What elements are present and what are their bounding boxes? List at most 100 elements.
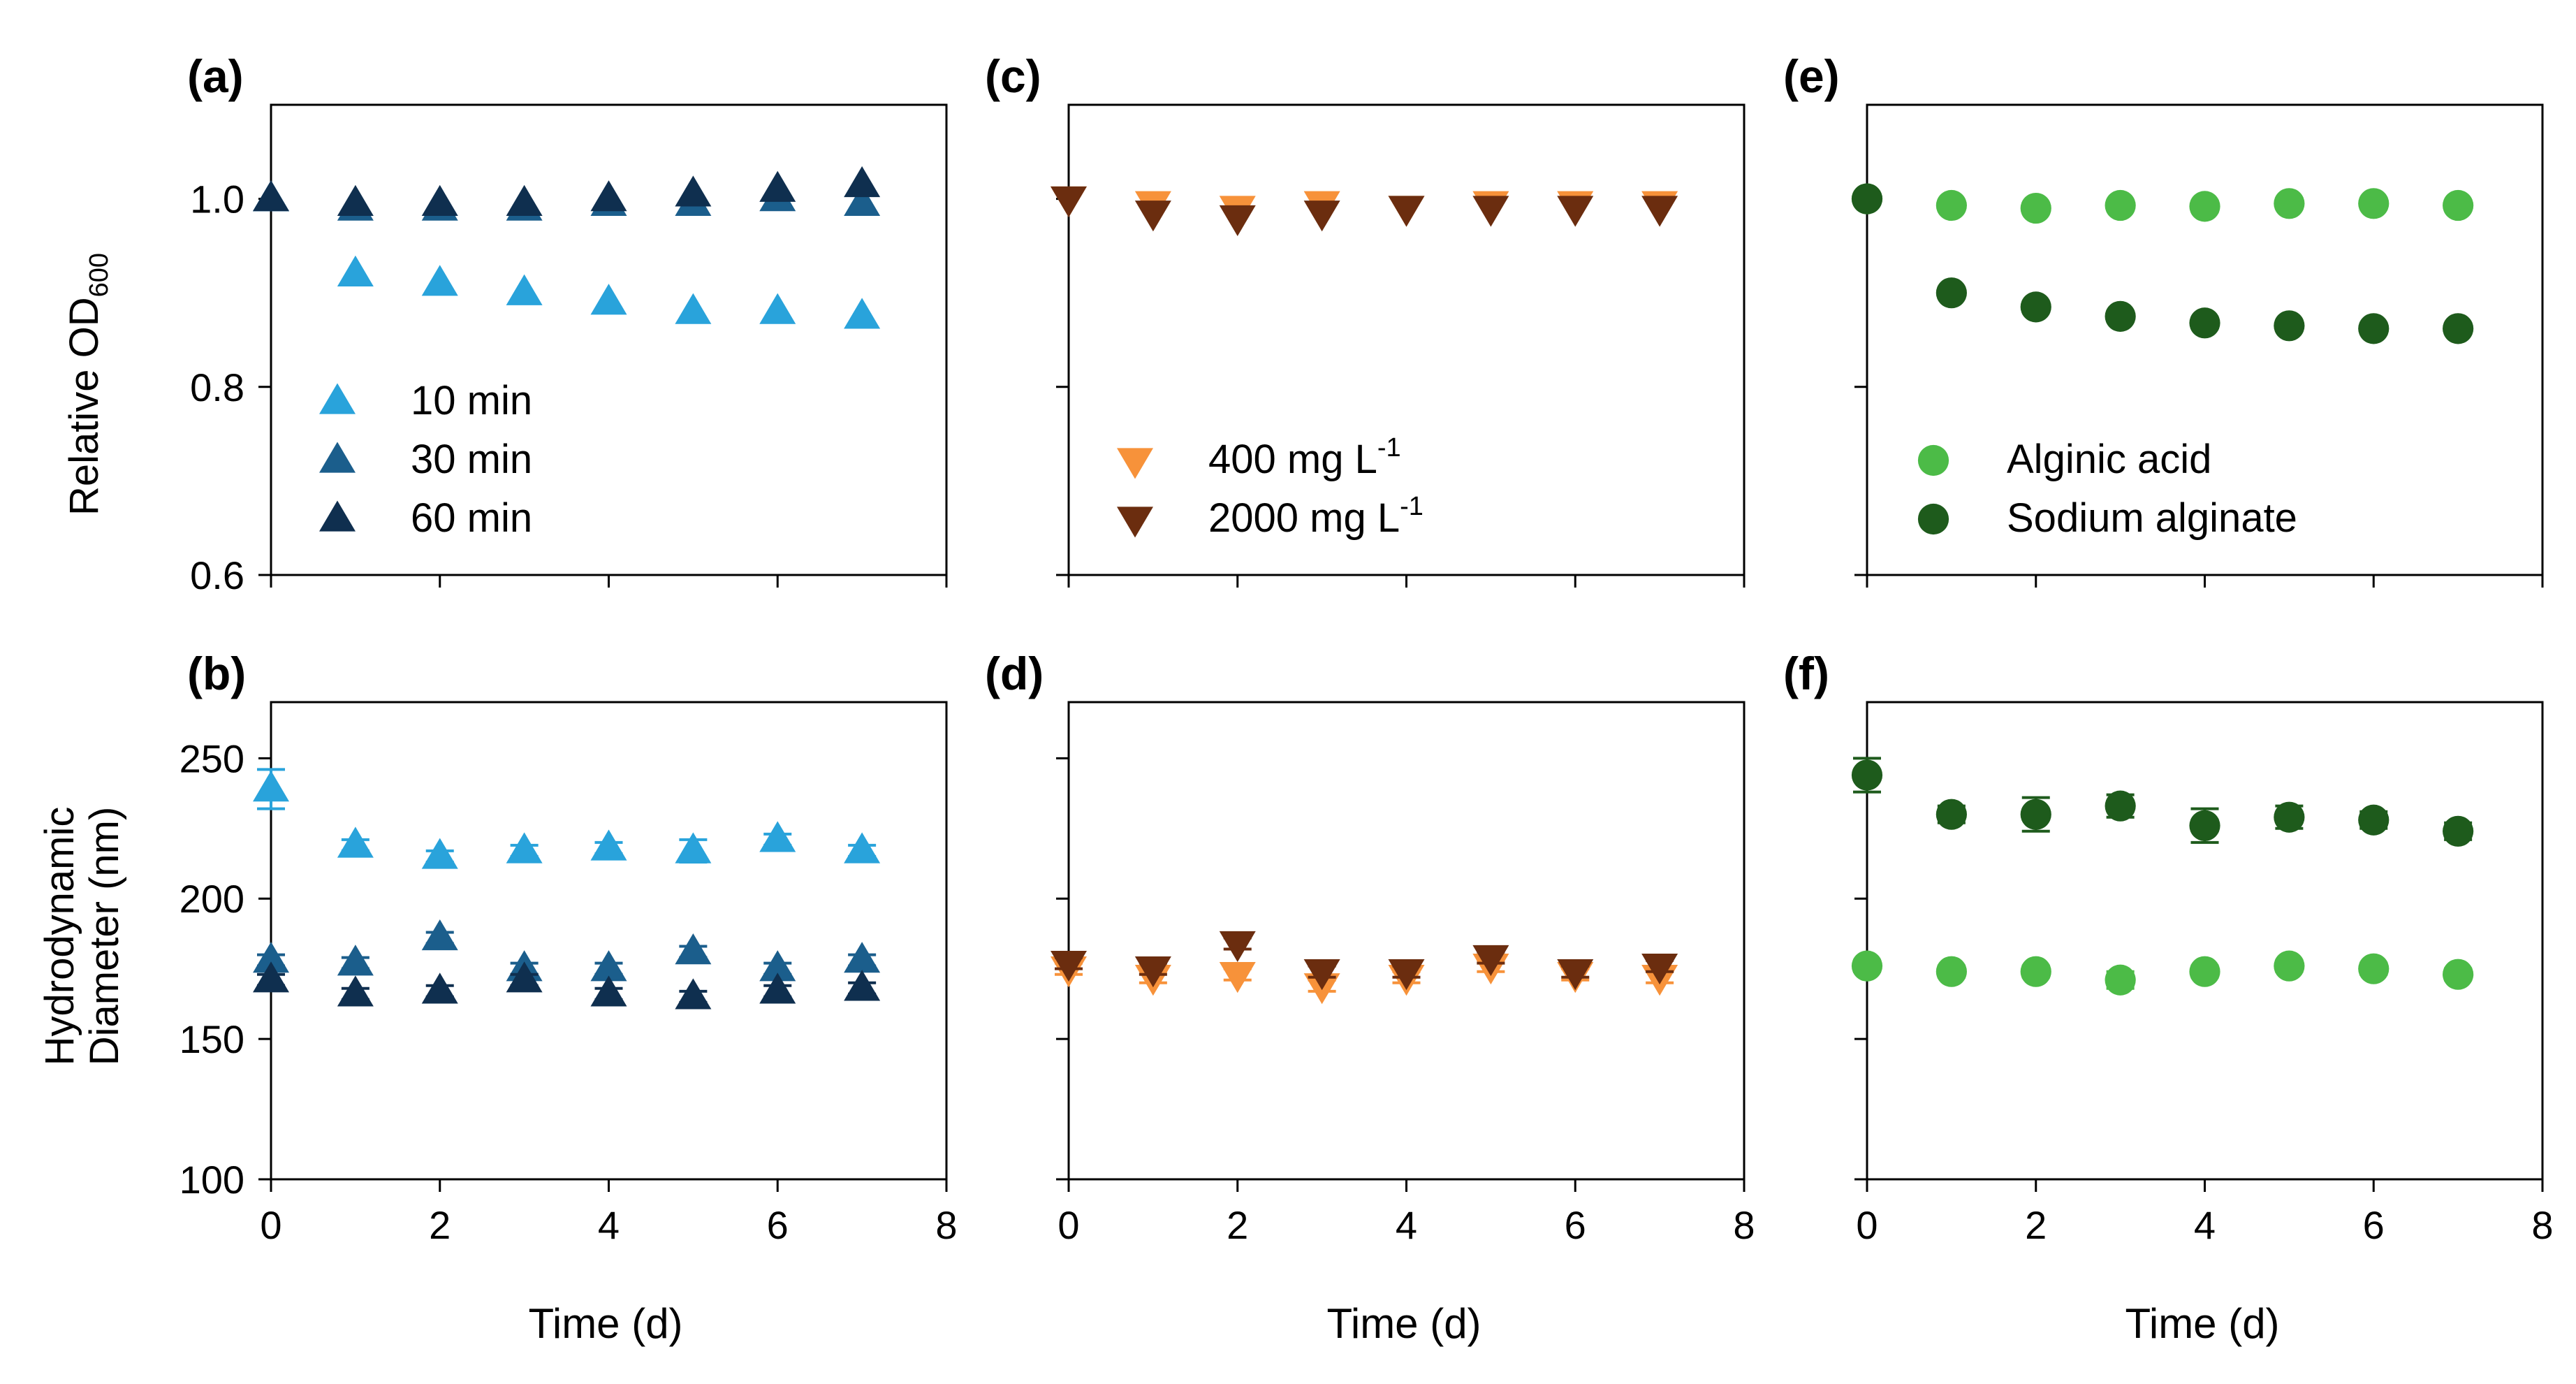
data-point-f-sodium-alginate-0: [1851, 759, 1883, 791]
legend-label-text-a-30-min: 30 min: [411, 437, 532, 482]
x-tick-label-f-4: 4: [2194, 1203, 2216, 1247]
legend-label-sup-c-400-mg-l: -1: [1377, 433, 1401, 462]
x-tick-label-f-6: 6: [2363, 1203, 2385, 1247]
data-point-b-30-min-1: [337, 945, 374, 976]
data-point-e-sodium-alginate-3: [2105, 300, 2136, 332]
legend-label-text-c-400-mg-l: 400 mg L: [1208, 437, 1377, 482]
panel-label-c: (c): [985, 50, 1041, 102]
y-axis-label-bottom-line1: Hydrodynamic: [37, 807, 82, 1066]
data-point-d-2000-mg-l-2: [1219, 931, 1256, 963]
plot-frame-f: [1866, 701, 2544, 1181]
legend-label-text-a-60-min: 60 min: [411, 495, 532, 541]
panel-label-a: (a): [187, 50, 244, 102]
data-point-d-2000-mg-l-7: [1641, 953, 1678, 985]
x-axis-label-right: Time (d): [2125, 1300, 2279, 1347]
data-point-a-60-min-5: [675, 175, 712, 207]
legend-marker-c-400-mg-l: [1117, 448, 1153, 479]
data-point-b-60-min-2: [421, 973, 458, 1004]
data-point-e-sodium-alginate-4: [2189, 307, 2220, 339]
y-axis-label-top-main: Relative OD: [61, 297, 107, 516]
data-point-e-alginic-acid-2: [2020, 192, 2051, 224]
panel-a: (a) 0.6 0.8 1.0 10 min 30 min 60 min: [187, 50, 948, 597]
data-point-e-sodium-alginate-5: [2274, 310, 2305, 342]
legend-label-text-e-alginic-acid: Alginic acid: [2007, 437, 2211, 482]
data-point-f-alginic-acid-1: [1935, 956, 1967, 987]
x-tick-label-f-0: 0: [1856, 1203, 1878, 1247]
panel-label-e: (e): [1783, 50, 1840, 102]
data-point-f-alginic-acid-3: [2105, 964, 2136, 996]
panel-f: (f) 0 2 4 6 8: [1783, 648, 2554, 1247]
data-point-a-10-min-6: [759, 293, 796, 324]
data-point-a-10-min-5: [675, 293, 712, 324]
data-point-e-sodium-alginate-0: [1851, 183, 1883, 214]
data-point-b-60-min-3: [506, 961, 543, 993]
data-point-b-60-min-6: [759, 973, 796, 1004]
data-point-f-sodium-alginate-4: [2189, 810, 2220, 841]
data-point-f-alginic-acid-7: [2443, 959, 2474, 990]
panel-label-d: (d): [985, 648, 1044, 699]
x-tick-label-b-0: 0: [260, 1203, 281, 1247]
data-point-c-2000-mg-l-4: [1388, 196, 1425, 227]
data-point-d-2000-mg-l-1: [1134, 956, 1171, 988]
legend-marker-e-alginic-acid: [1917, 444, 1949, 476]
y-tick-label-b-100: 100: [180, 1158, 244, 1202]
legend-label-a-10-min: 10 min: [411, 378, 532, 423]
data-point-e-alginic-acid-6: [2358, 188, 2390, 219]
legend-label-e-sodium-alginate: Sodium alginate: [2007, 495, 2297, 541]
data-point-b-30-min-6: [759, 950, 796, 982]
data-point-a-30-min-7: [844, 184, 881, 217]
data-point-a-10-min-7: [844, 298, 881, 329]
panel-b: (b) 0 2 4 6 8 100 150 200 250: [180, 648, 958, 1247]
data-point-b-30-min-5: [675, 933, 712, 965]
y-tick-label-b-200: 200: [180, 877, 244, 921]
data-point-b-10-min-2: [421, 838, 458, 869]
data-point-b-60-min-1: [337, 975, 374, 1007]
data-point-d-400-mg-l-2: [1219, 962, 1256, 993]
legend-label-e-alginic-acid: Alginic acid: [2007, 437, 2211, 482]
y-tick-label-a-0.8: 0.8: [190, 365, 244, 409]
legend-marker-a-10-min: [319, 383, 356, 414]
data-point-e-alginic-acid-5: [2274, 188, 2305, 219]
data-point-e-sodium-alginate-1: [1935, 277, 1967, 309]
y-tick-label-b-250: 250: [180, 736, 244, 780]
data-point-a-10-min-3: [506, 274, 543, 305]
data-point-a-10-min-1: [337, 255, 374, 286]
x-tick-label-d-0: 0: [1058, 1203, 1079, 1247]
plot-frame-d: [1067, 701, 1746, 1181]
data-point-e-sodium-alginate-2: [2020, 291, 2051, 323]
data-point-f-alginic-acid-6: [2358, 953, 2390, 984]
data-point-b-10-min-0: [253, 771, 289, 802]
data-point-e-sodium-alginate-6: [2358, 313, 2390, 344]
data-point-b-30-min-4: [590, 950, 627, 982]
data-point-a-60-min-2: [421, 184, 458, 217]
data-point-f-sodium-alginate-1: [1935, 799, 1967, 830]
data-point-b-30-min-7: [844, 942, 881, 973]
data-point-d-2000-mg-l-5: [1472, 945, 1509, 977]
legend-label-text-c-2000-mg-l: 2000 mg L: [1208, 495, 1400, 541]
legend-label-c-400-mg-l: 400 mg L-1: [1208, 433, 1401, 482]
data-point-e-alginic-acid-3: [2105, 189, 2136, 221]
x-tick-label-b-8: 8: [935, 1203, 957, 1247]
data-point-f-alginic-acid-4: [2189, 956, 2220, 987]
data-point-b-60-min-7: [844, 970, 881, 1001]
legend-marker-a-30-min: [319, 442, 356, 473]
data-point-d-2000-mg-l-6: [1557, 959, 1594, 991]
data-point-c-2000-mg-l-7: [1641, 196, 1678, 227]
data-point-b-60-min-4: [590, 975, 627, 1007]
legend-marker-e-sodium-alginate: [1917, 503, 1949, 535]
data-point-c-2000-mg-l-3: [1303, 201, 1340, 232]
legend-label-a-30-min: 30 min: [411, 437, 532, 482]
data-point-f-alginic-acid-0: [1851, 950, 1883, 982]
data-point-c-2000-mg-l-2: [1219, 205, 1256, 237]
legend-label-a-60-min: 60 min: [411, 495, 532, 541]
data-point-c-2000-mg-l-1: [1134, 201, 1171, 232]
data-point-b-30-min-0: [253, 942, 289, 973]
panel-d: (d) 0 2 4 6 8: [985, 648, 1755, 1247]
legend-label-c-2000-mg-l: 2000 mg L-1: [1208, 492, 1424, 541]
panel-label-b: (b): [187, 648, 246, 699]
x-tick-label-b-6: 6: [767, 1203, 789, 1247]
data-point-a-60-min-4: [590, 180, 627, 212]
x-tick-label-d-2: 2: [1227, 1203, 1248, 1247]
data-point-f-sodium-alginate-2: [2020, 799, 2051, 830]
